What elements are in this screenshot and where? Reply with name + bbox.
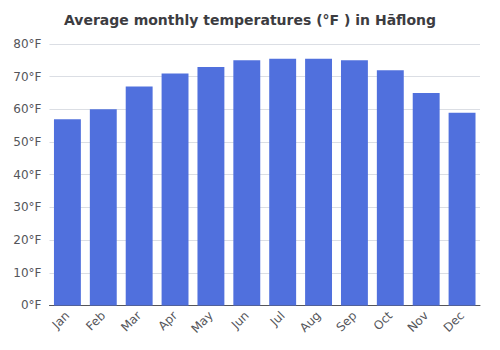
svg-text:Oct: Oct (371, 308, 396, 333)
svg-text:60°F: 60°F (13, 102, 41, 116)
svg-text:40°F: 40°F (13, 168, 41, 182)
svg-text:Nov: Nov (405, 309, 431, 335)
svg-text:70°F: 70°F (13, 70, 41, 84)
svg-text:Apr: Apr (155, 308, 180, 333)
svg-text:Dec: Dec (441, 309, 467, 335)
svg-text:30°F: 30°F (13, 200, 41, 214)
svg-text:Aug: Aug (297, 309, 323, 335)
svg-text:Jun: Jun (228, 309, 252, 333)
svg-text:Jan: Jan (49, 309, 73, 333)
svg-text:Jul: Jul (267, 309, 288, 330)
svg-text:Average monthly temperatures (: Average monthly temperatures (°F ) in Hā… (64, 12, 436, 28)
svg-text:50°F: 50°F (13, 135, 41, 149)
svg-text:80°F: 80°F (13, 37, 41, 51)
svg-text:Mar: Mar (118, 308, 144, 334)
svg-text:May: May (188, 309, 215, 336)
svg-text:Feb: Feb (83, 309, 108, 334)
svg-text:20°F: 20°F (13, 233, 41, 247)
svg-text:Sep: Sep (334, 309, 360, 335)
svg-text:10°F: 10°F (13, 266, 41, 280)
svg-text:0°F: 0°F (21, 298, 42, 312)
